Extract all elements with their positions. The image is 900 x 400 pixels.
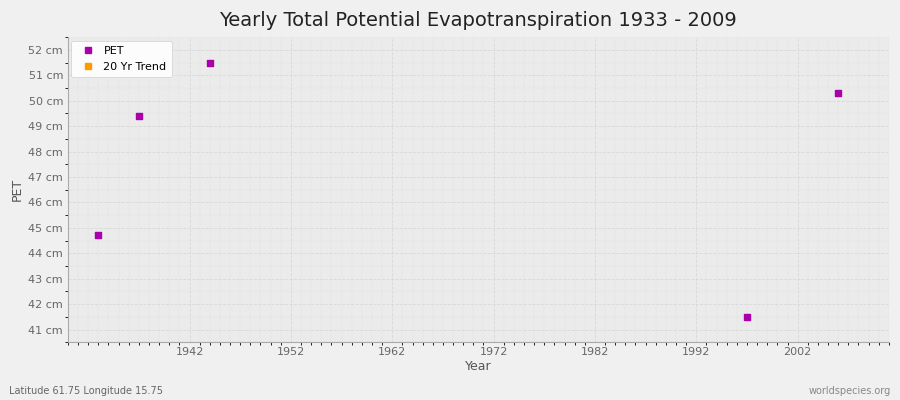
X-axis label: Year: Year <box>465 360 491 373</box>
Point <box>131 113 146 119</box>
Legend: PET, 20 Yr Trend: PET, 20 Yr Trend <box>71 40 172 77</box>
Text: Latitude 61.75 Longitude 15.75: Latitude 61.75 Longitude 15.75 <box>9 386 163 396</box>
Point <box>91 232 105 239</box>
Y-axis label: PET: PET <box>11 178 24 201</box>
Point <box>202 60 217 66</box>
Point <box>740 314 754 320</box>
Title: Yearly Total Potential Evapotranspiration 1933 - 2009: Yearly Total Potential Evapotranspiratio… <box>220 11 737 30</box>
Point <box>831 90 845 96</box>
Text: worldspecies.org: worldspecies.org <box>809 386 891 396</box>
